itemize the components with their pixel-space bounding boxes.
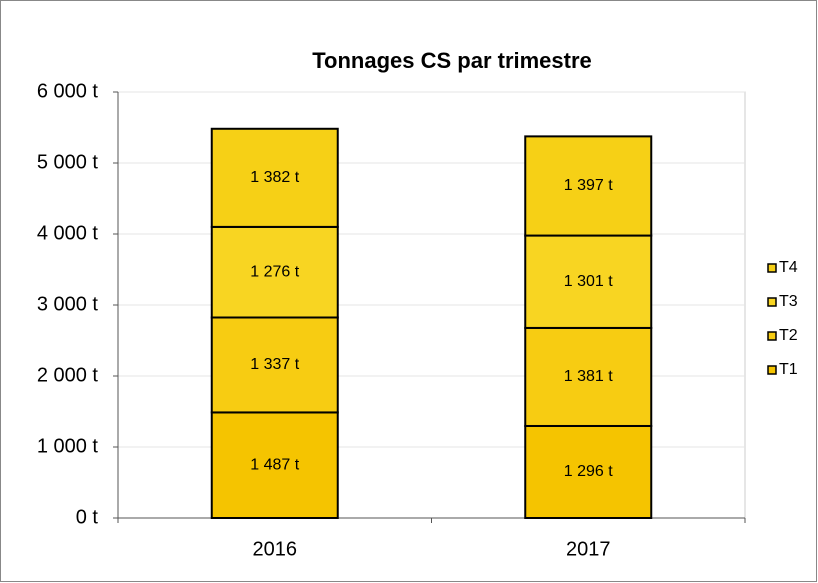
y-tick-label: 4 000 t xyxy=(37,222,99,244)
bar-segment xyxy=(210,316,339,414)
legend-swatch xyxy=(767,331,777,341)
data-label: 1 296 t xyxy=(564,463,613,480)
y-tick-label: 2 000 t xyxy=(37,364,99,386)
chart-title: Tonnages CS par trimestre xyxy=(312,48,592,73)
bar-segment xyxy=(524,424,653,520)
data-label: 1 487 t xyxy=(250,456,299,473)
y-tick-label: 1 000 t xyxy=(37,435,99,457)
y-tick-label: 6 000 t xyxy=(37,80,99,102)
data-label: 1 382 t xyxy=(250,169,299,186)
x-tick-label: 2017 xyxy=(566,538,611,560)
y-tick-label: 0 t xyxy=(76,506,99,528)
data-label: 1 381 t xyxy=(564,368,613,385)
legend-label: T3 xyxy=(779,293,798,310)
bar-segment xyxy=(210,127,339,228)
data-label: 1 397 t xyxy=(564,177,613,194)
legend-label: T4 xyxy=(779,259,798,276)
legend-swatch xyxy=(767,297,777,307)
bar-segment xyxy=(524,135,653,237)
data-label: 1 337 t xyxy=(250,356,299,373)
legend-label: T2 xyxy=(779,327,798,344)
data-label: 1 301 t xyxy=(564,273,613,290)
legend-swatch xyxy=(767,365,777,375)
bar-segment xyxy=(524,234,653,329)
bar-segment xyxy=(210,411,339,520)
bar-segment xyxy=(210,225,339,319)
x-tick-label: 2016 xyxy=(253,538,298,560)
legend-swatch xyxy=(767,263,777,273)
y-tick-label: 3 000 t xyxy=(37,293,99,315)
data-label: 1 276 t xyxy=(250,263,299,280)
y-tick-label: 5 000 t xyxy=(37,151,99,173)
legend-label: T1 xyxy=(779,361,798,378)
